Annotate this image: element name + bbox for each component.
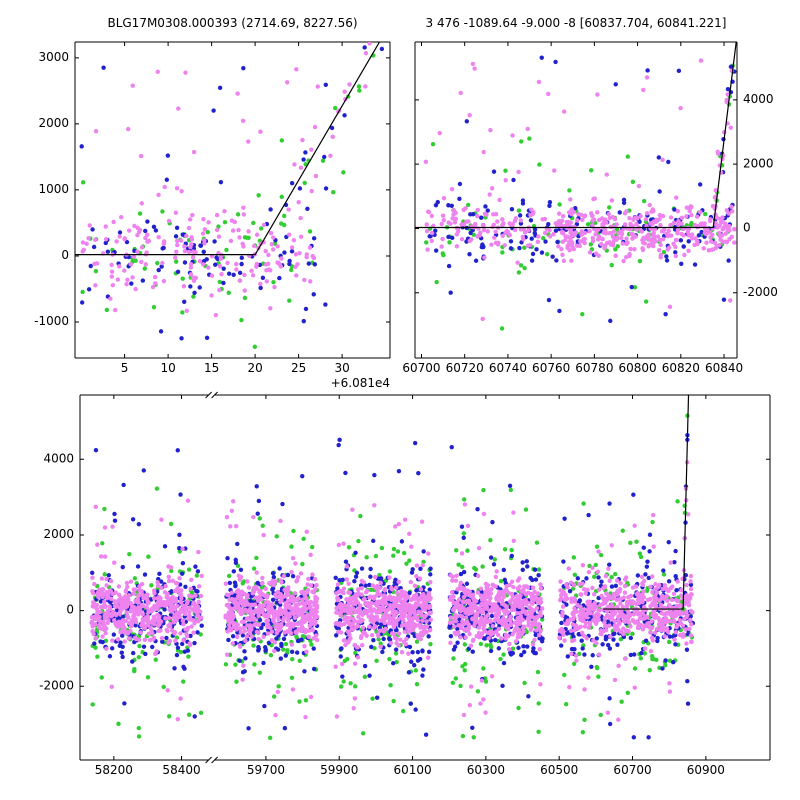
x-axis-offset-label: +6.081e4: [330, 376, 390, 390]
chart-title-top-left: BLG17M0308.000393 (2714.69, 8227.56): [107, 16, 358, 30]
chart-title-top-right: 3 476 -1089.64 -9.000 -8 [60837.704, 608…: [425, 16, 727, 30]
